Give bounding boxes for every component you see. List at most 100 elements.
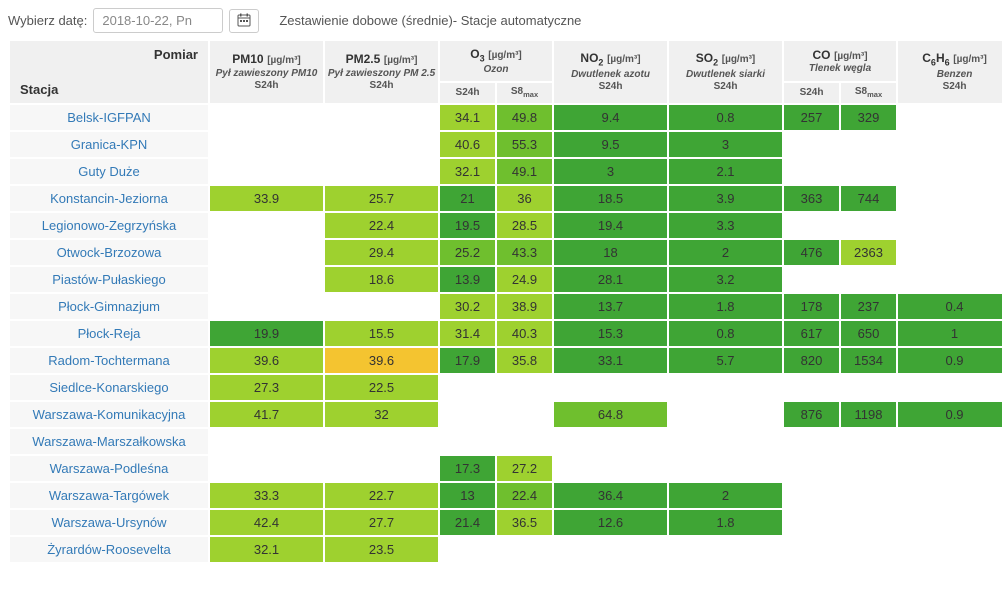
value-cell: 0.8 bbox=[668, 104, 783, 131]
value-cell: 32.1 bbox=[209, 536, 324, 563]
station-name[interactable]: Siedlce-Konarskiego bbox=[9, 374, 209, 401]
value-cell: 36.4 bbox=[553, 482, 668, 509]
station-name[interactable]: Piastów-Pułaskiego bbox=[9, 266, 209, 293]
value-cell: 25.7 bbox=[324, 185, 439, 212]
station-name[interactable]: Żyrardów-Roosevelta bbox=[9, 536, 209, 563]
station-name[interactable]: Warszawa-Marszałkowska bbox=[9, 428, 209, 455]
value-cell: 3.2 bbox=[668, 266, 783, 293]
station-name[interactable]: Granica-KPN bbox=[9, 131, 209, 158]
page-title: Zestawienie dobowe (średnie)- Stacje aut… bbox=[279, 13, 581, 28]
value-cell: 19.9 bbox=[209, 320, 324, 347]
value-cell: 24.9 bbox=[496, 266, 553, 293]
value-cell: 19.4 bbox=[553, 212, 668, 239]
empty-cell bbox=[324, 293, 439, 320]
table-row: Radom-Tochtermana39.639.617.935.833.15.7… bbox=[9, 347, 1002, 374]
empty-cell bbox=[897, 239, 1002, 266]
empty-cell bbox=[840, 536, 897, 563]
station-name[interactable]: Warszawa-Targówek bbox=[9, 482, 209, 509]
value-cell: 36 bbox=[496, 185, 553, 212]
station-name[interactable]: Otwock-Brzozowa bbox=[9, 239, 209, 266]
value-cell: 1534 bbox=[840, 347, 897, 374]
empty-cell bbox=[209, 428, 324, 455]
empty-cell bbox=[209, 455, 324, 482]
empty-cell bbox=[209, 131, 324, 158]
value-cell: 22.7 bbox=[324, 482, 439, 509]
table-row: Guty Duże32.149.132.1 bbox=[9, 158, 1002, 185]
value-cell: 33.1 bbox=[553, 347, 668, 374]
value-cell: 22.5 bbox=[324, 374, 439, 401]
table-row: Konstancin-Jeziorna33.925.7213618.53.936… bbox=[9, 185, 1002, 212]
empty-cell bbox=[783, 266, 840, 293]
empty-cell bbox=[783, 212, 840, 239]
empty-cell bbox=[783, 536, 840, 563]
value-cell: 64.8 bbox=[553, 401, 668, 428]
empty-cell bbox=[553, 374, 668, 401]
station-name[interactable]: Konstancin-Jeziorna bbox=[9, 185, 209, 212]
value-cell: 3 bbox=[553, 158, 668, 185]
value-cell: 31.4 bbox=[439, 320, 496, 347]
empty-cell bbox=[840, 428, 897, 455]
empty-cell bbox=[496, 428, 553, 455]
header-pomiar: Pomiar bbox=[154, 47, 198, 62]
value-cell: 0.9 bbox=[897, 347, 1002, 374]
col-subheader-co-1: S8max bbox=[840, 82, 897, 104]
empty-cell bbox=[439, 401, 496, 428]
table-row: Warszawa-Marszałkowska bbox=[9, 428, 1002, 455]
value-cell: 22.4 bbox=[496, 482, 553, 509]
station-name[interactable]: Radom-Tochtermana bbox=[9, 347, 209, 374]
date-input[interactable] bbox=[93, 8, 223, 33]
table-row: Piastów-Pułaskiego18.613.924.928.13.2 bbox=[9, 266, 1002, 293]
empty-cell bbox=[209, 212, 324, 239]
value-cell: 476 bbox=[783, 239, 840, 266]
value-cell: 29.4 bbox=[324, 239, 439, 266]
empty-cell bbox=[840, 482, 897, 509]
empty-cell bbox=[324, 455, 439, 482]
station-name[interactable]: Warszawa-Ursynów bbox=[9, 509, 209, 536]
value-cell: 329 bbox=[840, 104, 897, 131]
header-corner: Pomiar Stacja bbox=[9, 40, 209, 104]
value-cell: 744 bbox=[840, 185, 897, 212]
value-cell: 33.9 bbox=[209, 185, 324, 212]
value-cell: 23.5 bbox=[324, 536, 439, 563]
value-cell: 617 bbox=[783, 320, 840, 347]
empty-cell bbox=[668, 536, 783, 563]
empty-cell bbox=[783, 131, 840, 158]
empty-cell bbox=[209, 293, 324, 320]
value-cell: 49.1 bbox=[496, 158, 553, 185]
station-name[interactable]: Legionowo-Zegrzyńska bbox=[9, 212, 209, 239]
station-name[interactable]: Płock-Reja bbox=[9, 320, 209, 347]
calendar-button[interactable] bbox=[229, 9, 259, 33]
value-cell: 27.2 bbox=[496, 455, 553, 482]
empty-cell bbox=[783, 428, 840, 455]
table-row: Otwock-Brzozowa29.425.243.31824762363 bbox=[9, 239, 1002, 266]
value-cell: 33.3 bbox=[209, 482, 324, 509]
value-cell: 3.3 bbox=[668, 212, 783, 239]
value-cell: 40.6 bbox=[439, 131, 496, 158]
station-name[interactable]: Warszawa-Komunikacyjna bbox=[9, 401, 209, 428]
value-cell: 35.8 bbox=[496, 347, 553, 374]
station-name[interactable]: Warszawa-Podleśna bbox=[9, 455, 209, 482]
value-cell: 17.9 bbox=[439, 347, 496, 374]
empty-cell bbox=[840, 212, 897, 239]
station-name[interactable]: Guty Duże bbox=[9, 158, 209, 185]
col-header-c6h6: C6H6 [µg/m³] Benzen S24h bbox=[897, 40, 1002, 104]
station-name[interactable]: Płock-Gimnazjum bbox=[9, 293, 209, 320]
table-row: Warszawa-Podleśna 17.327.2 bbox=[9, 455, 1002, 482]
table-row: Warszawa-Komunikacyjna41.73264.887611980… bbox=[9, 401, 1002, 428]
value-cell: 18.6 bbox=[324, 266, 439, 293]
header-stacja: Stacja bbox=[20, 82, 58, 97]
table-row: Żyrardów-Roosevelta32.123.5 bbox=[9, 536, 1002, 563]
aq-table: Pomiar Stacja PM10 [µg/m³] Pył zawieszon… bbox=[8, 39, 1002, 564]
empty-cell bbox=[209, 104, 324, 131]
empty-cell bbox=[897, 158, 1002, 185]
col-header-o3: O3 [µg/m³] Ozon bbox=[439, 40, 553, 82]
station-name[interactable]: Belsk-IGFPAN bbox=[9, 104, 209, 131]
value-cell: 876 bbox=[783, 401, 840, 428]
value-cell: 2.1 bbox=[668, 158, 783, 185]
table-row: Warszawa-Targówek33.322.71322.436.42 bbox=[9, 482, 1002, 509]
empty-cell bbox=[897, 482, 1002, 509]
value-cell: 25.2 bbox=[439, 239, 496, 266]
value-cell: 363 bbox=[783, 185, 840, 212]
value-cell: 17.3 bbox=[439, 455, 496, 482]
empty-cell bbox=[783, 455, 840, 482]
